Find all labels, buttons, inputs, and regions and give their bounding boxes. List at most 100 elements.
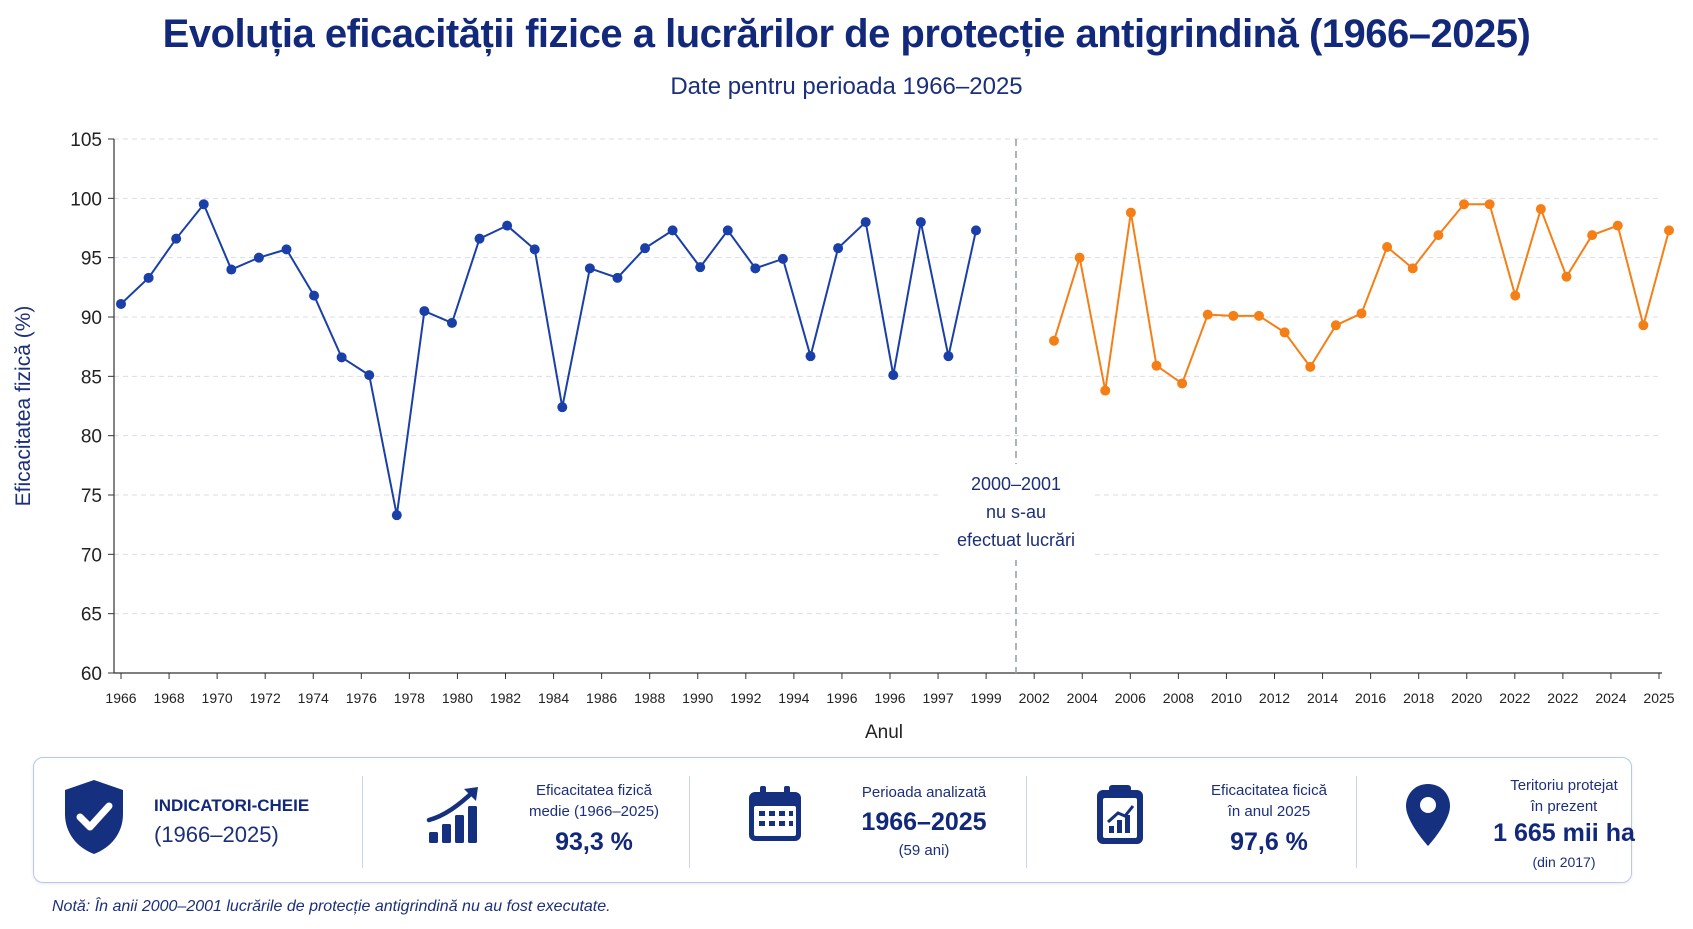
series-1966-1999-point [860, 217, 871, 228]
series-1966-1999-point [888, 370, 899, 381]
series-1966-1999-point [722, 225, 733, 236]
x-tick-label: 1974 [298, 690, 329, 706]
divider [362, 776, 363, 868]
y-tick-label: 70 [81, 545, 102, 566]
series-2002-2025-point [1664, 225, 1674, 236]
x-axis-label: Anul [865, 722, 903, 743]
series-1966-1999-point [667, 225, 678, 236]
series-1966-1999-point [750, 263, 761, 274]
y-axis-label: Eficacitatea fizică (%) [12, 306, 35, 507]
series-1966-1999-point [805, 351, 816, 362]
indicators-period: (1966–2025) [154, 822, 279, 847]
y-tick-label: 95 [81, 249, 102, 270]
series-1966-1999-point [391, 510, 402, 521]
indicator-2025-label-1: Eficacitatea ficică [1211, 782, 1327, 799]
series-2002-2025-point [1612, 220, 1623, 231]
divider [689, 776, 690, 868]
x-tick-label: 2024 [1595, 690, 1626, 706]
y-tick-label: 60 [81, 664, 102, 685]
series-2002-2025-point [1382, 241, 1393, 252]
series-2002-2025-point [1356, 308, 1367, 319]
series-2002-2025-point [1535, 204, 1546, 215]
y-tick-label: 80 [81, 427, 102, 448]
series-2002-2025-point [1049, 335, 1059, 346]
x-tick-label: 1986 [586, 690, 617, 706]
series-2002-2025-point [1074, 252, 1085, 263]
y-tick-label: 105 [70, 130, 102, 151]
x-tick-label: 1994 [778, 690, 809, 706]
x-tick-label: 2016 [1355, 690, 1386, 706]
x-tick-label: 1999 [971, 690, 1002, 706]
series-1966-1999-point [253, 252, 264, 263]
x-tick-label: 1968 [153, 690, 184, 706]
y-tick-label: 85 [81, 367, 102, 388]
series-1966-1999-point [584, 263, 595, 274]
series-2002-2025-point [1510, 290, 1521, 301]
indicator-mean-label-1: Eficacitatea fizică [536, 782, 652, 799]
x-tick-label: 1996 [826, 690, 857, 706]
footnote: Notă: În anii 2000–2001 lucrările de pro… [52, 898, 611, 915]
series-1966-1999-point [474, 233, 485, 244]
series-1966-1999-point [198, 199, 209, 210]
series-2002-2025-point [1638, 320, 1649, 331]
x-tick-label: 2010 [1211, 690, 1242, 706]
series-1966-1999-point [971, 225, 981, 236]
series-2002-2025-point [1125, 207, 1136, 218]
series-2002-2025-point [1407, 263, 1418, 274]
indicator-territory-value: 1 665 mii ha [1493, 819, 1635, 847]
gap-annotation-line: efectuat lucrări [957, 530, 1075, 550]
series-2002-2025-point [1459, 199, 1469, 210]
series-1966-1999-point [833, 243, 844, 254]
indicator-mean-value: 93,3 % [555, 828, 633, 856]
series-1966-1999-point [915, 217, 926, 228]
series-2002-2025-point [1177, 378, 1188, 389]
series-2002-2025-point [1279, 327, 1290, 338]
x-tick-label: 2006 [1115, 690, 1146, 706]
x-tick-label: 2002 [1019, 690, 1050, 706]
series-1966-1999-point [612, 272, 623, 283]
series-1966-1999-point [446, 317, 457, 328]
y-tick-label: 65 [81, 605, 102, 626]
x-tick-label: 1996 [874, 690, 905, 706]
line-chart: 60 65 70 75 80 85 90 95 100 105 1966 1968 1970 1972 19… [12, 130, 1675, 743]
indicator-territory-label-2: în prezent [1530, 798, 1598, 815]
series-1966-1999-point [309, 290, 320, 301]
clipboard-chart-icon [1097, 785, 1143, 844]
x-tick-label: 1990 [682, 690, 713, 706]
indicator-2025-value: 97,6 % [1230, 828, 1308, 856]
series-2002-2025-point [1561, 271, 1572, 282]
x-tick-label: 1997 [922, 690, 953, 706]
series-1966-1999-point [557, 402, 568, 413]
series-2002-2025-point [1228, 310, 1239, 321]
series-2002-2025-line [1053, 203, 1670, 391]
series-1966-1999-point [777, 253, 788, 264]
x-tick-label: 1984 [538, 690, 569, 706]
growth-chart-icon [426, 787, 478, 843]
gap-annotation-line: nu s-au [986, 502, 1046, 522]
indicator-2025-label-2: în anul 2025 [1227, 803, 1311, 820]
x-tick-label: 2014 [1307, 690, 1338, 706]
y-tick-label: 100 [70, 189, 102, 210]
series-1966-1999-point [640, 243, 651, 254]
chart-title: Evoluția eficacității fizice a lucrărilo… [162, 12, 1531, 56]
series-2002-2025-point [1100, 385, 1111, 396]
series-2002-2025-point [1587, 230, 1598, 241]
indicators-heading: INDICATORI-CHEIE [154, 796, 310, 815]
key-indicators-card: INDICATORI-CHEIE (1966–2025) Eficacitate… [33, 757, 1635, 883]
x-tick-label: 2022 [1499, 690, 1530, 706]
x-tick-label: 1972 [250, 690, 281, 706]
series-1966-1999-point [419, 306, 430, 317]
x-tick-label: 1976 [346, 690, 377, 706]
indicator-period-label: Perioada analizată [861, 784, 987, 801]
series-1966-1999-point [943, 351, 954, 362]
indicator-period-value: 1966–2025 [861, 808, 987, 836]
x-tick-label: 1992 [730, 690, 761, 706]
divider [1026, 776, 1027, 868]
divider [1356, 776, 1357, 868]
indicator-territory-sub: (din 2017) [1532, 854, 1596, 870]
indicator-period-sub: (59 ani) [898, 842, 950, 859]
series-1966-1999-point [502, 220, 513, 231]
gap-annotation-line: 2000–2001 [971, 474, 1061, 494]
series-1966-1999-point [336, 352, 347, 363]
x-tick-label: 2020 [1451, 690, 1482, 706]
